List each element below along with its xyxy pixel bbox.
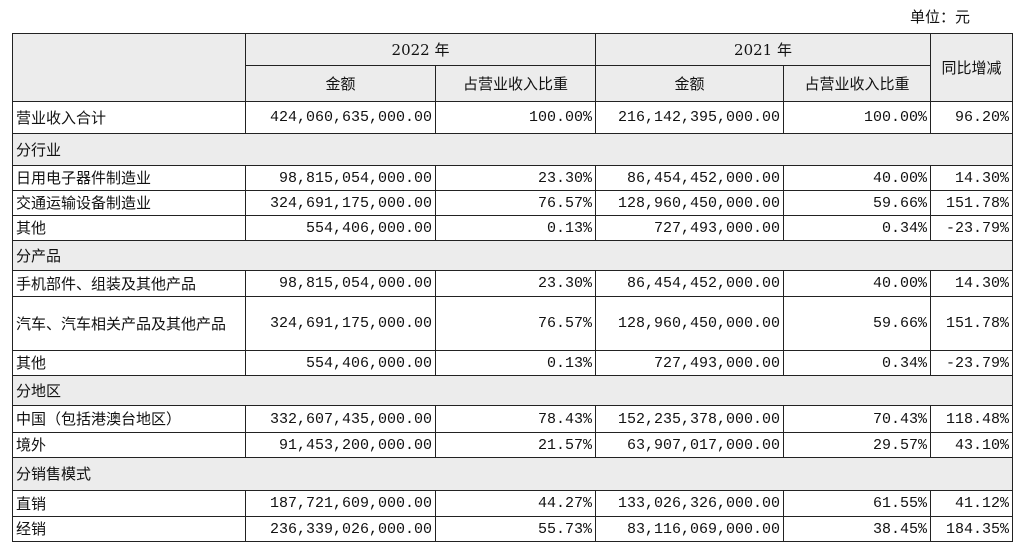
data-row: 汽车、汽车相关产品及其他产品 324,691,175,000.00 76.57% 12… bbox=[12, 296, 1014, 351]
year-header: 2021 年 bbox=[595, 33, 932, 66]
cell-value: 152,235,378,000.00 bbox=[595, 405, 785, 433]
cell-value: 0.13% bbox=[434, 350, 597, 376]
cell-value: 29.57% bbox=[783, 432, 932, 458]
data-row: 经销 236,339,026,000.00 55.73% 83,116,069,000… bbox=[12, 516, 1014, 542]
cell-value: 0.34% bbox=[783, 215, 932, 241]
cell-value: 59.66% bbox=[783, 190, 932, 216]
data-row: 其他 554,406,000.00 0.13% 727,493,000.00 0.34%… bbox=[12, 350, 1014, 376]
cell-value: 118.48% bbox=[930, 405, 1014, 433]
cell-value: 98,815,054,000.00 bbox=[245, 270, 436, 297]
cell-value: 41.12% bbox=[930, 490, 1014, 517]
cell-value: 216,142,395,000.00 bbox=[595, 101, 785, 134]
cell-value: 236,339,026,000.00 bbox=[245, 516, 436, 542]
column-header: 金额 bbox=[245, 65, 436, 102]
yoy-header: 同比增减 bbox=[930, 33, 1014, 102]
cell-value: 63,907,017,000.00 bbox=[595, 432, 785, 458]
year-header: 2022 年 bbox=[244, 33, 597, 66]
cell-value: 86,454,452,000.00 bbox=[595, 165, 785, 191]
cell-value: 76.57% bbox=[434, 296, 597, 351]
cell-value: 324,691,175,000.00 bbox=[245, 190, 436, 216]
cell-value: 43.10% bbox=[930, 432, 1014, 458]
cell-value: 324,691,175,000.00 bbox=[245, 296, 436, 351]
data-row: 日用电子器件制造业 98,815,054,000.00 23.30% 86,454,4… bbox=[12, 165, 1014, 191]
row-label: 分产品 bbox=[11, 240, 1014, 271]
cell-value: 96.20% bbox=[930, 101, 1014, 134]
cell-value: 55.73% bbox=[434, 516, 597, 542]
cell-value: 128,960,450,000.00 bbox=[595, 296, 785, 351]
cell-value: 40.00% bbox=[783, 270, 932, 297]
unit-note: 单位：元 bbox=[909, 8, 970, 26]
row-label: 营业收入合计 bbox=[12, 101, 246, 134]
cell-value: 70.43% bbox=[783, 405, 932, 433]
corner-cell bbox=[12, 33, 246, 102]
cell-value: 184.35% bbox=[930, 516, 1014, 542]
data-row: 其他 554,406,000.00 0.13% 727,493,000.00 0.34%… bbox=[12, 215, 1014, 241]
section-row: 分产品 bbox=[11, 240, 1014, 271]
column-header: 金额 bbox=[595, 65, 785, 102]
cell-value: 424,060,635,000.00 bbox=[245, 101, 436, 134]
data-row: 境外 91,453,200,000.00 21.57% 63,907,017,000.… bbox=[12, 432, 1014, 458]
cell-value: 554,406,000.00 bbox=[245, 350, 436, 376]
row-label: 手机部件、组装及其他产品 bbox=[12, 270, 246, 297]
cell-value: 14.30% bbox=[930, 165, 1014, 191]
cell-value: -23.79% bbox=[930, 215, 1014, 241]
cell-value: 0.34% bbox=[783, 350, 932, 376]
cell-value: 86,454,452,000.00 bbox=[595, 270, 785, 297]
cell-value: 23.30% bbox=[434, 165, 597, 191]
revenue-table: 2022 年 2021 年 同比增减 金额 占营业收入比重 金额 占营业收入比重… bbox=[11, 33, 1014, 542]
cell-value: 133,026,326,000.00 bbox=[595, 490, 785, 517]
row-label: 日用电子器件制造业 bbox=[12, 165, 246, 191]
cell-value: 38.45% bbox=[783, 516, 932, 542]
cell-value: 128,960,450,000.00 bbox=[595, 190, 785, 216]
data-row: 手机部件、组装及其他产品 98,815,054,000.00 23.30% 86,45… bbox=[12, 270, 1014, 297]
data-row: 中国（包括港澳台地区） 332,607,435,000.00 78.43% 152,2… bbox=[12, 405, 1014, 433]
row-label: 其他 bbox=[12, 215, 246, 241]
cell-value: 61.55% bbox=[783, 490, 932, 517]
cell-value: 727,493,000.00 bbox=[595, 215, 785, 241]
cell-value: 21.57% bbox=[434, 432, 597, 458]
row-label: 经销 bbox=[12, 516, 246, 542]
section-row: 分行业 bbox=[11, 133, 1014, 166]
cell-value: 76.57% bbox=[434, 190, 597, 216]
cell-value: 14.30% bbox=[930, 270, 1014, 297]
cell-value: 59.66% bbox=[783, 296, 932, 351]
cell-value: 187,721,609,000.00 bbox=[245, 490, 436, 517]
cell-value: 0.13% bbox=[434, 215, 597, 241]
row-label: 直销 bbox=[12, 490, 246, 517]
cell-value: 91,453,200,000.00 bbox=[245, 432, 436, 458]
row-label: 汽车、汽车相关产品及其他产品 bbox=[12, 296, 246, 351]
cell-value: 727,493,000.00 bbox=[595, 350, 785, 376]
cell-value: 23.30% bbox=[434, 270, 597, 297]
cell-value: 40.00% bbox=[783, 165, 932, 191]
column-header: 占营业收入比重 bbox=[783, 65, 932, 102]
data-row: 直销 187,721,609,000.00 44.27% 133,026,326,00… bbox=[12, 490, 1014, 517]
cell-value: 78.43% bbox=[434, 405, 597, 433]
cell-value: -23.79% bbox=[930, 350, 1014, 376]
row-label: 交通运输设备制造业 bbox=[12, 190, 246, 216]
cell-value: 151.78% bbox=[930, 296, 1014, 351]
section-row: 分地区 bbox=[11, 375, 1014, 406]
row-label: 分行业 bbox=[11, 133, 1014, 166]
row-label: 分销售模式 bbox=[11, 457, 1014, 491]
cell-value: 44.27% bbox=[434, 490, 597, 517]
data-row: 交通运输设备制造业 324,691,175,000.00 76.57% 128,960… bbox=[12, 190, 1014, 216]
row-label: 境外 bbox=[12, 432, 246, 458]
data-row: 营业收入合计 424,060,635,000.00 100.00% 216,142,3… bbox=[12, 101, 1014, 134]
cell-value: 151.78% bbox=[930, 190, 1014, 216]
cell-value: 332,607,435,000.00 bbox=[245, 405, 436, 433]
cell-value: 100.00% bbox=[434, 101, 597, 134]
column-header: 占营业收入比重 bbox=[434, 65, 597, 102]
row-label: 中国（包括港澳台地区） bbox=[12, 405, 246, 433]
row-label: 分地区 bbox=[11, 375, 1014, 406]
cell-value: 83,116,069,000.00 bbox=[595, 516, 785, 542]
cell-value: 100.00% bbox=[783, 101, 932, 134]
section-row: 分销售模式 bbox=[11, 457, 1014, 491]
cell-value: 98,815,054,000.00 bbox=[245, 165, 436, 191]
cell-value: 554,406,000.00 bbox=[245, 215, 436, 241]
row-label: 其他 bbox=[12, 350, 246, 376]
